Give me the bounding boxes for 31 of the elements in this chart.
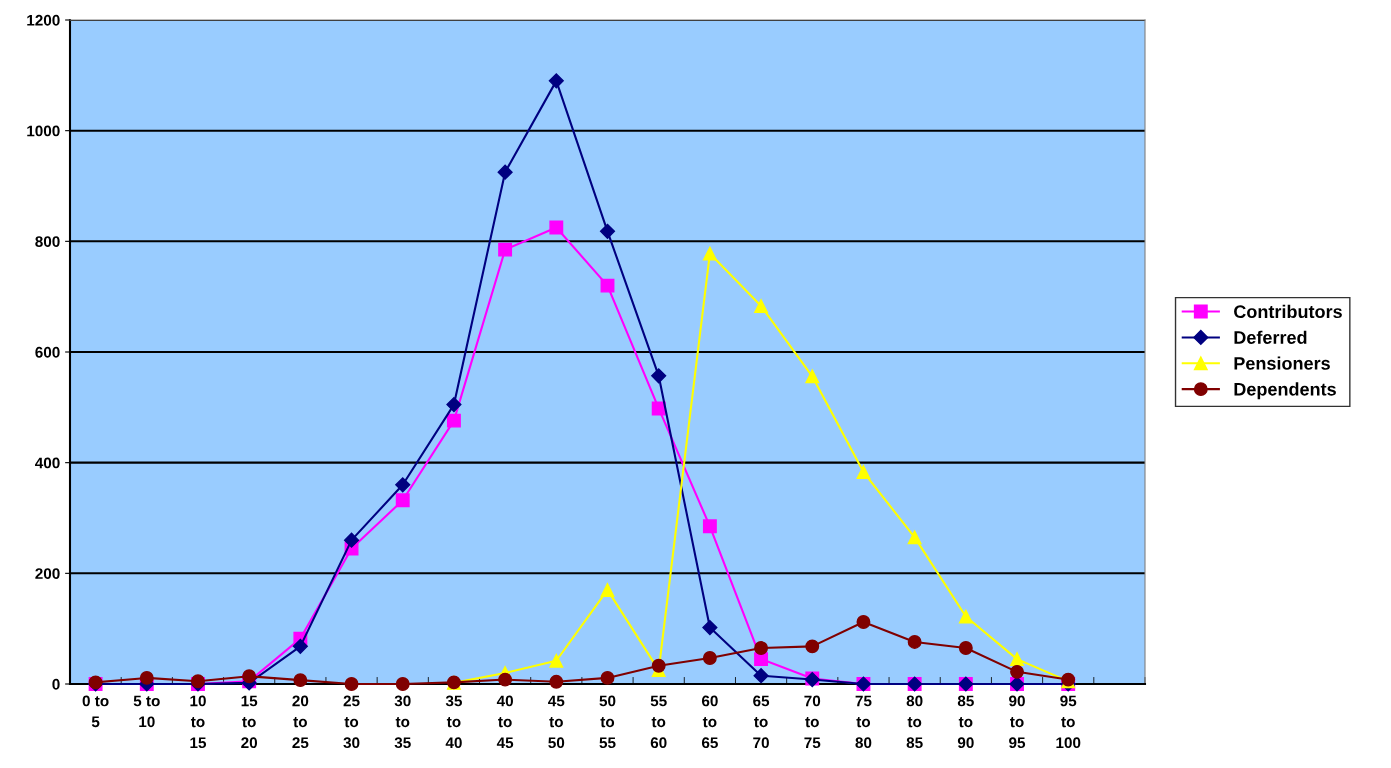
x-tick-label: 50 to 55 — [599, 695, 616, 749]
x-tick-label: 5 to 10 — [133, 695, 160, 728]
x-tick-label: 25 to 30 — [343, 695, 360, 749]
x-tick-label: 65 to 70 — [753, 695, 770, 749]
x-tick-label: 35 to 40 — [445, 695, 462, 749]
x-tick-label: 45 to 50 — [548, 695, 565, 749]
x-tick-label: 85 to 90 — [957, 695, 974, 749]
x-tick-label: 15 to 20 — [241, 695, 258, 749]
legend-label: Deferred — [1234, 330, 1307, 344]
y-tick-label: 400 — [35, 457, 60, 469]
legend-label: Contributors — [1234, 304, 1342, 319]
x-tick-label: 70 to 75 — [804, 695, 821, 749]
y-tick-label: 200 — [35, 568, 60, 580]
y-tick-label: 1000 — [27, 125, 60, 137]
x-tick-label: 10 to 15 — [190, 695, 207, 749]
x-tick-label: 90 to 95 — [1009, 695, 1026, 749]
x-tick-label: 75 to 80 — [855, 695, 872, 749]
legend-label: Pensioners — [1234, 356, 1330, 370]
x-tick-label: 55 to 60 — [650, 695, 667, 749]
x-tick-label: 60 to 65 — [701, 695, 718, 749]
y-tick-label: 0 — [52, 678, 60, 690]
x-tick-label: 95 to 100 — [1056, 695, 1081, 749]
y-tick-label: 1200 — [27, 14, 60, 26]
legend-label: Dependents — [1234, 382, 1336, 400]
x-tick-label: 80 to 85 — [906, 695, 923, 749]
x-tick-label: 0 to 5 — [82, 695, 109, 728]
x-tick-label: 40 to 45 — [496, 695, 514, 749]
y-tick-label: 600 — [35, 346, 60, 358]
x-tick-label: 20 to 25 — [292, 695, 309, 749]
x-tick-label: 30 to 35 — [394, 695, 411, 749]
y-tick-label: 800 — [35, 236, 60, 248]
